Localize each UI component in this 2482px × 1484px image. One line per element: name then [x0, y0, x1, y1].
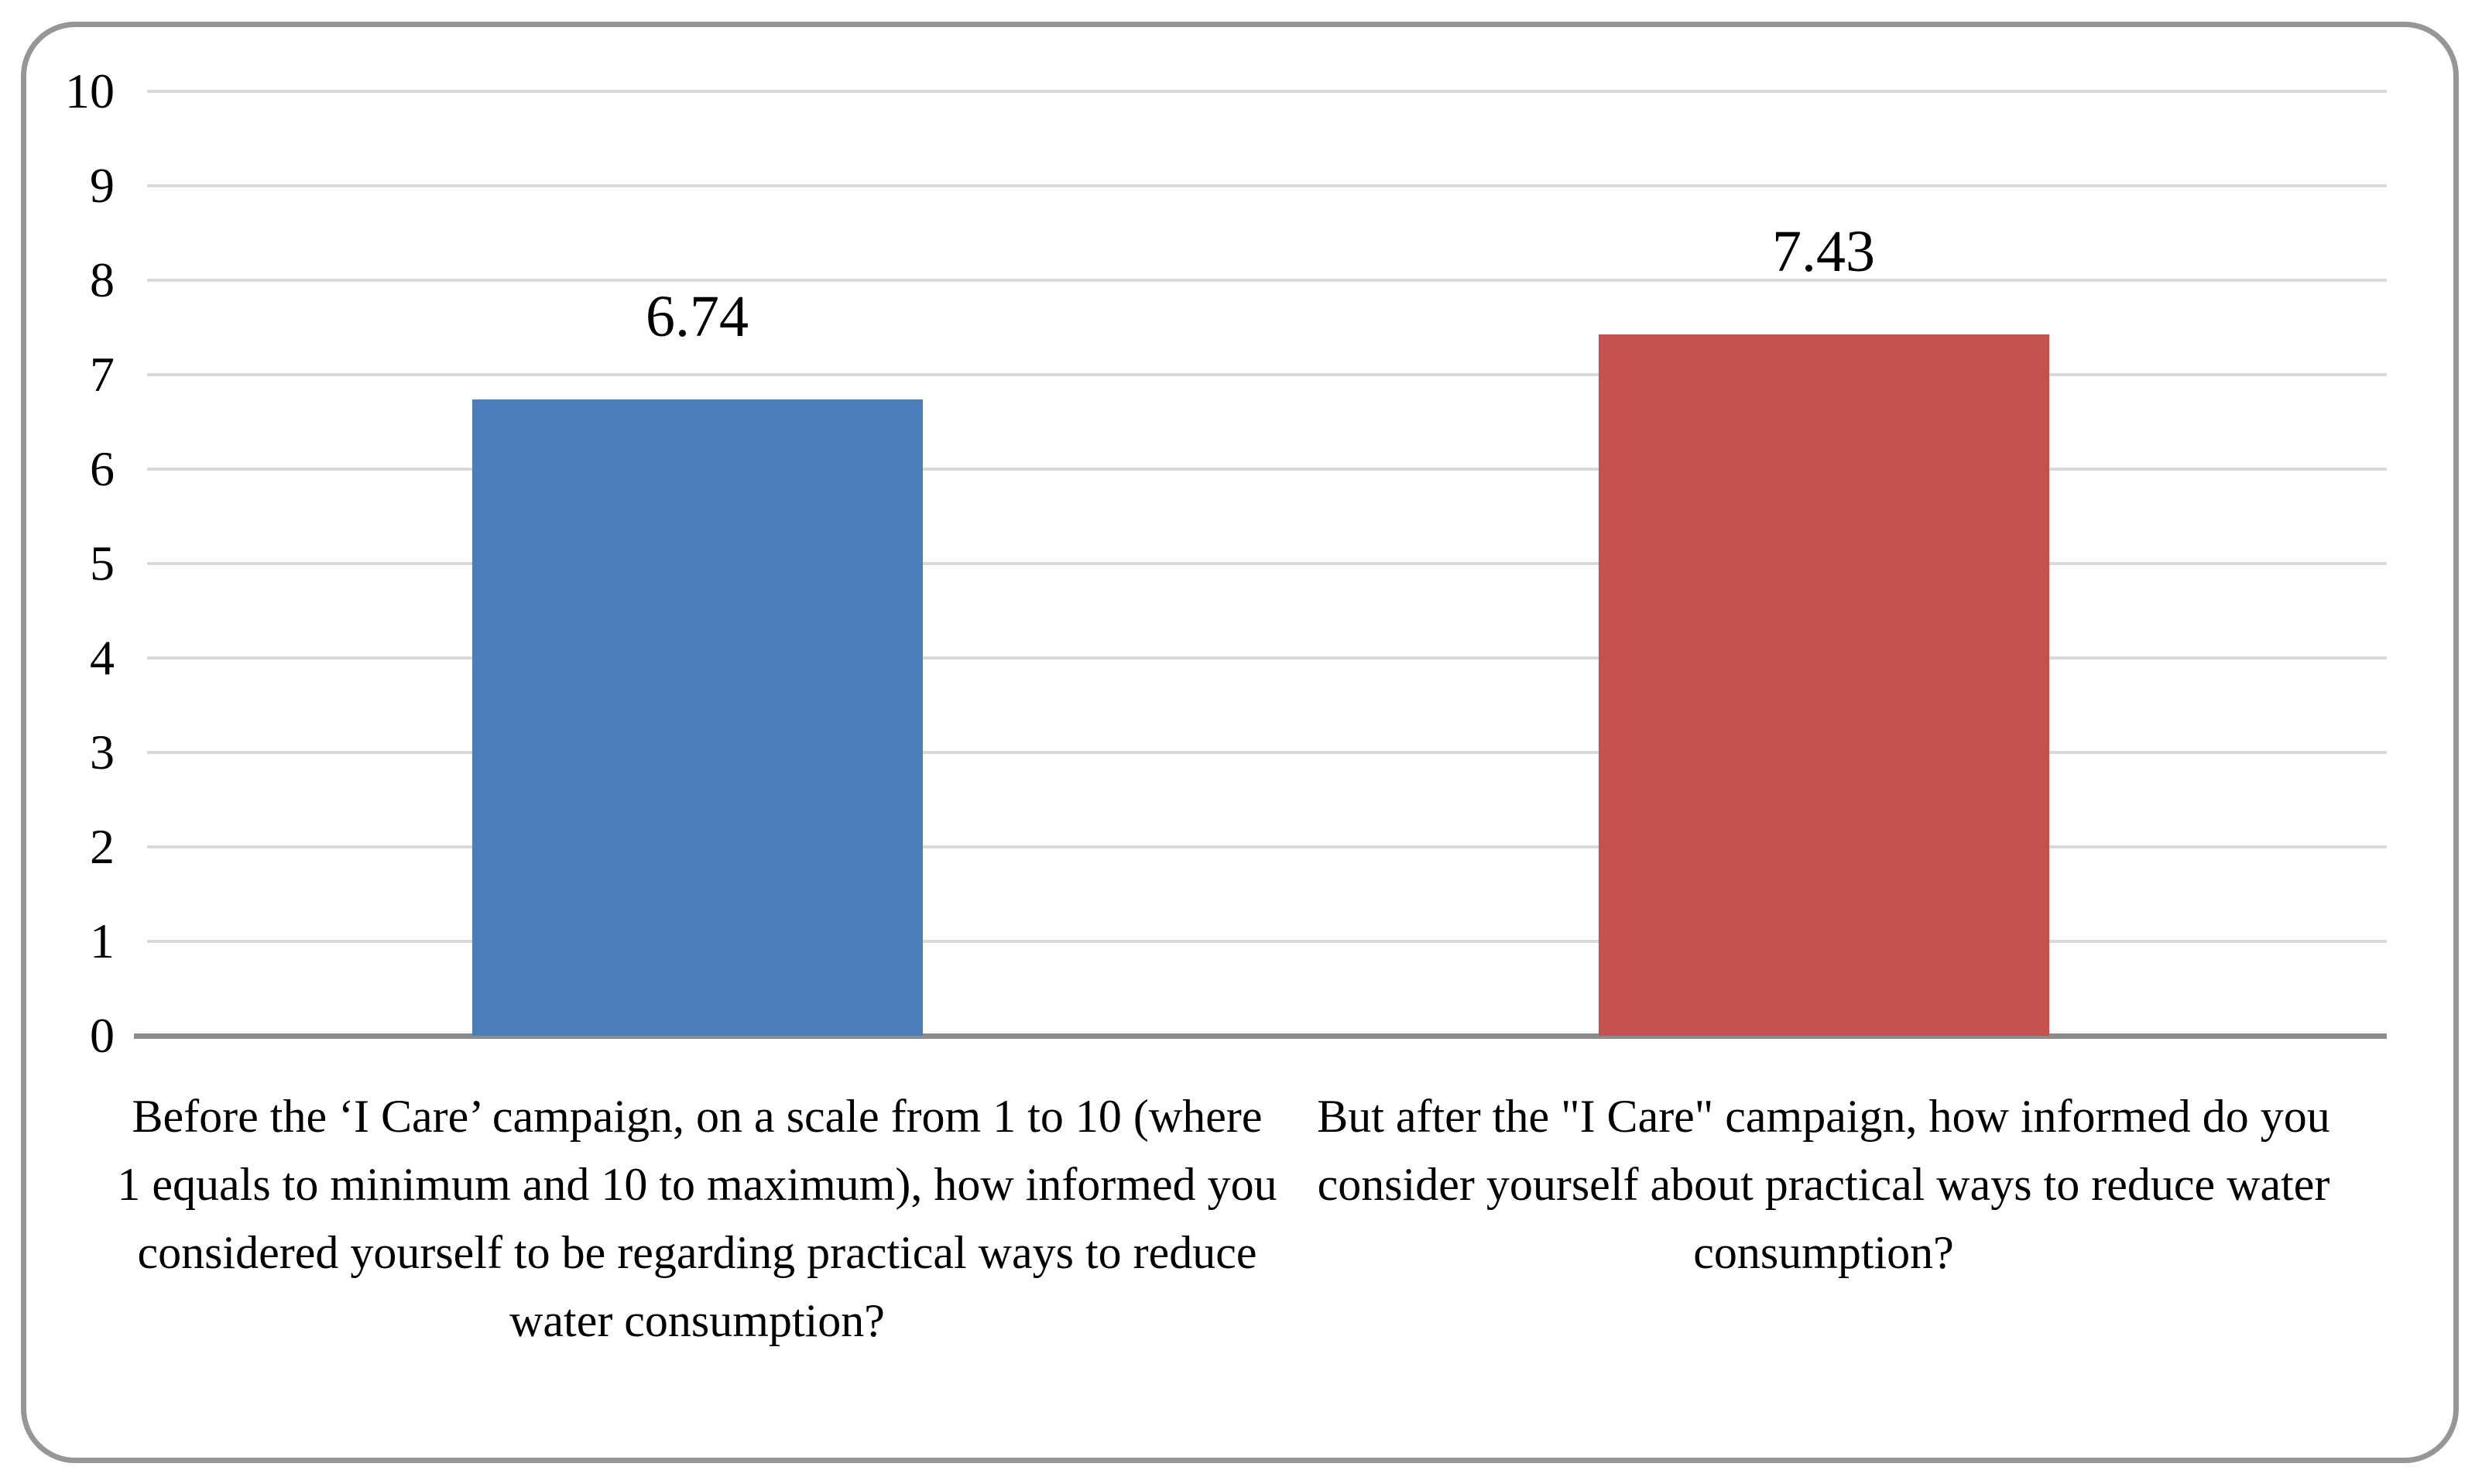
bar-after-campaign: [1598, 334, 2049, 1036]
bar-value-label: 6.74: [646, 283, 749, 349]
y-axis-tick-label: 2: [90, 819, 115, 874]
bar-before-campaign: [471, 399, 923, 1036]
y-axis-tick-label: 7: [90, 347, 115, 402]
y-axis-tick-label: 6: [90, 441, 115, 496]
y-axis-tick-label: 10: [65, 63, 115, 118]
gridline: [147, 562, 2387, 565]
gridline: [147, 468, 2387, 471]
gridline: [147, 656, 2387, 660]
bar-value-label: 7.43: [1772, 218, 1875, 284]
y-axis-tick-label: 4: [90, 630, 115, 685]
chart-frame: [21, 22, 2459, 1463]
gridline: [147, 184, 2387, 187]
gridline: [147, 751, 2387, 754]
y-axis-tick-label: 9: [90, 158, 115, 213]
y-axis-tick-label: 3: [90, 725, 115, 780]
gridline: [147, 940, 2387, 943]
gridline: [147, 90, 2387, 93]
gridline: [147, 373, 2387, 376]
y-axis-tick-label: 0: [90, 1008, 115, 1063]
x-axis-category-label: But after the "I Care" campaign, how inf…: [1317, 1091, 2330, 1278]
gridline: [147, 845, 2387, 848]
x-axis-line: [134, 1033, 2387, 1039]
y-axis-tick-label: 5: [90, 536, 115, 591]
y-axis-tick-label: 1: [90, 913, 115, 968]
y-axis-tick-label: 8: [90, 252, 115, 307]
x-axis-category-label: Before the ‘I Care’ campaign, on a scale…: [117, 1091, 1277, 1346]
gridline: [147, 279, 2387, 282]
